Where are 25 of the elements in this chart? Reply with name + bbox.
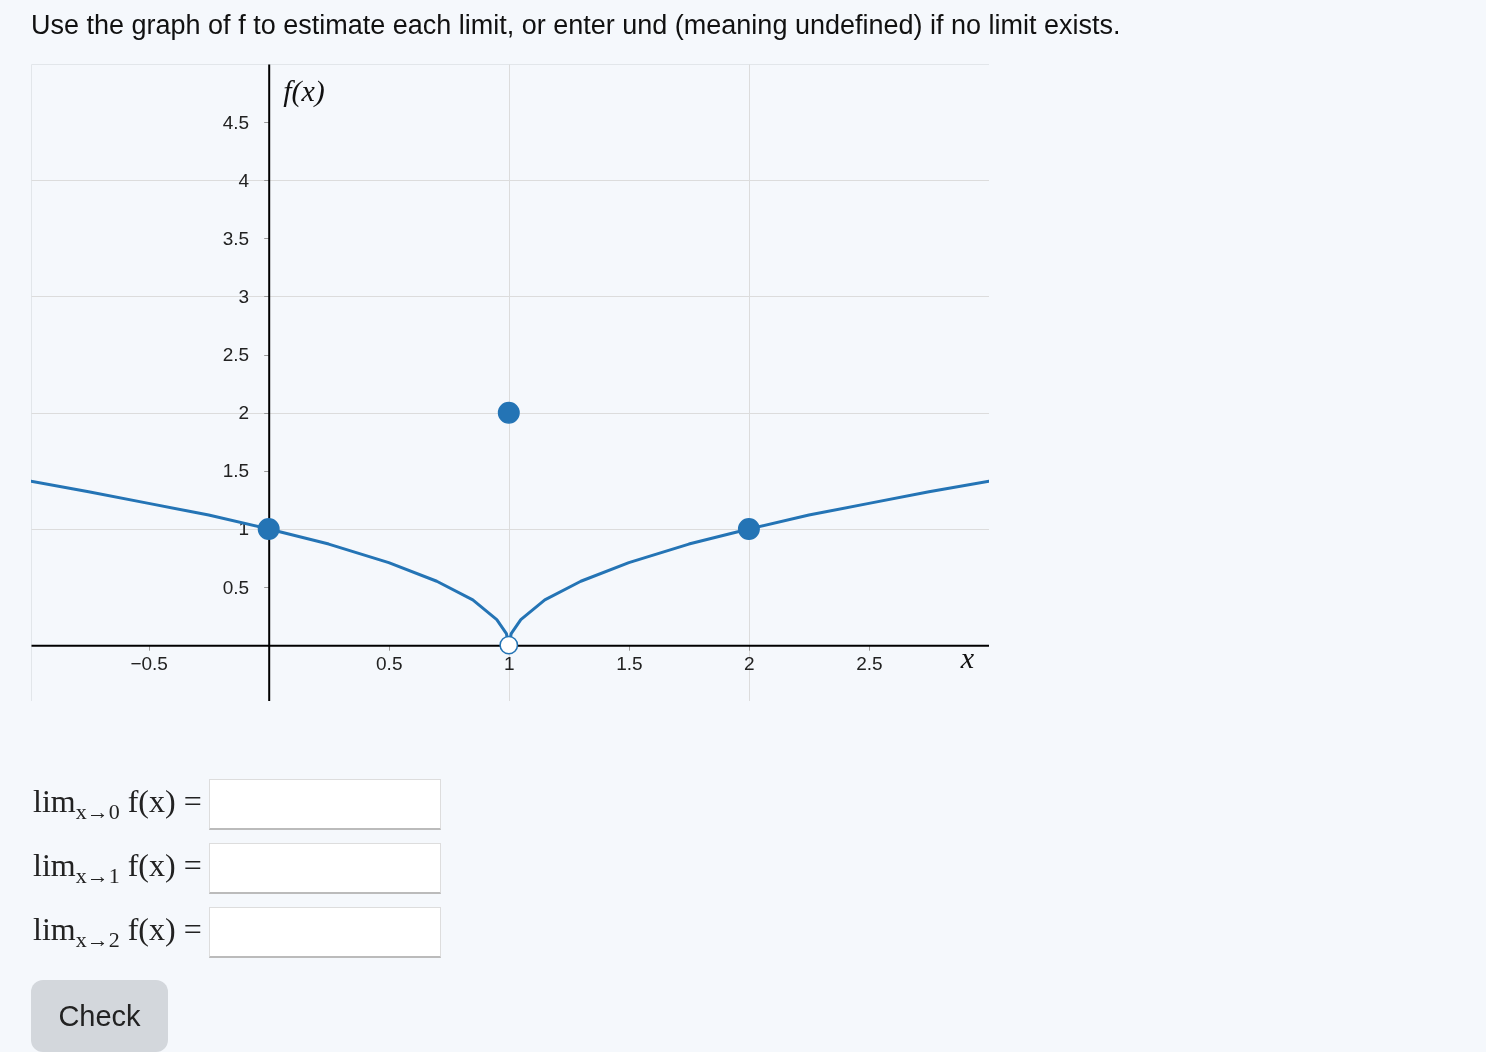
y-tick-label: 3: [238, 285, 250, 307]
x-tick-label: 1.5: [616, 652, 643, 674]
y-tick-label: 1.5: [222, 460, 250, 482]
x-tick-label: 0.5: [376, 652, 403, 674]
point: [497, 401, 520, 424]
y-tick-label: 2: [238, 402, 250, 424]
text: lim$_{x→0}$ f(x) =: [33, 782, 203, 826]
x-tick-label: 2: [744, 652, 755, 674]
y-tick-label: 4: [238, 169, 250, 191]
y-axis-title: f(x): [283, 73, 325, 108]
point: [737, 517, 760, 540]
chart-title: Use the graph of f to estimate each limit, or enter und (meaning undefined) if no limit exists.: [31, 10, 1121, 41]
point: [499, 635, 519, 655]
check-button: Check: [31, 980, 168, 1052]
text: lim$_{x→2}$ f(x) =: [33, 910, 203, 954]
y-tick-label: 0.5: [222, 576, 250, 598]
x-tick-label: 2.5: [856, 652, 883, 674]
text: lim$_{x→1}$ f(x) =: [33, 846, 203, 890]
y-tick-label: 4.5: [222, 111, 250, 133]
x-axis-title: x: [959, 640, 975, 674]
x-tick-label: 1: [504, 652, 515, 674]
y-tick-label: 2.5: [222, 344, 250, 366]
point: [257, 517, 280, 540]
y-tick-label: 3.5: [222, 227, 250, 249]
x-tick-label: −0.5: [130, 652, 168, 674]
